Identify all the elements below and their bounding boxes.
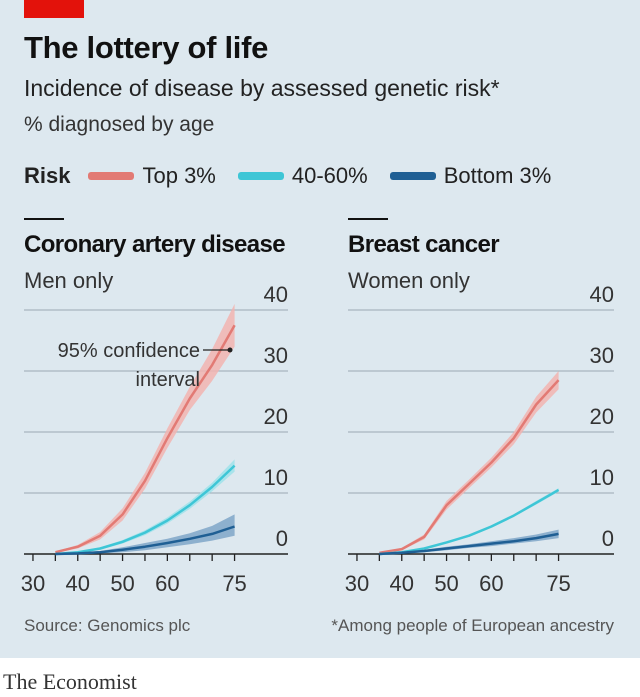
publisher-brand: The Economist [3, 669, 137, 694]
legend-text-bottom: Bottom 3% [443, 163, 552, 188]
series-line [55, 464, 236, 556]
y-tick-label: 10 [264, 465, 288, 490]
legend-swatch-bottom [389, 172, 436, 180]
confidence-band [379, 529, 559, 554]
y-tick-label: 0 [276, 526, 288, 551]
legend-label: Risk [24, 163, 71, 188]
source-note: Source: Genomics plc [24, 616, 191, 635]
panel-subtitle: Men only [24, 268, 113, 293]
legend: Risk Top 3% 40-60% Bottom 3% [24, 160, 573, 192]
legend-swatch-middle [237, 172, 284, 180]
annotation-text: interval [136, 369, 200, 391]
chart-coronary: Coronary artery disease Men only 0 10 20 30 40… [21, 218, 288, 596]
confidence-band [55, 514, 235, 554]
legend-text-top: Top 3% [142, 163, 216, 188]
legend-item-middle: 40-60% [237, 163, 368, 189]
y-tick-label: 30 [264, 343, 288, 368]
chart-unit: % diagnosed by age [24, 113, 215, 136]
legend-item-top: Top 3% [88, 163, 216, 189]
panel-title: Coronary artery disease [24, 231, 285, 258]
x-tick-label: 40 [66, 571, 90, 596]
confidence-band [55, 459, 235, 554]
y-tick-label: 20 [590, 404, 614, 429]
x-tick-label: 40 [390, 571, 414, 596]
chart-subtitle: Incidence of disease by assessed genetic… [24, 75, 500, 101]
x-tick-label: 60 [155, 571, 179, 596]
series-line [379, 532, 559, 556]
x-tick-label: 60 [479, 571, 503, 596]
x-tick-label: 30 [345, 571, 369, 596]
chart-title: The lottery of life [24, 30, 269, 65]
series-line [379, 379, 560, 555]
footnote: *Among people of European ancestry [331, 616, 614, 635]
panel-subtitle: Women only [348, 268, 470, 293]
legend-item-bottom: Bottom 3% [389, 163, 552, 189]
brand-red-tag [24, 0, 84, 18]
annotation-text: 95% confidence [58, 340, 200, 362]
x-tick-label: 75 [222, 571, 246, 596]
annotation-dot [227, 347, 233, 353]
charts-svg: Coronary artery disease Men only 0 10 20 30 40… [21, 218, 614, 596]
y-tick-label: 0 [602, 526, 614, 551]
series-line [55, 324, 236, 554]
x-tick-label: 75 [546, 571, 570, 596]
y-tick-label: 40 [264, 282, 288, 307]
y-tick-label: 10 [590, 465, 614, 490]
x-tick-label: 50 [110, 571, 134, 596]
legend-text-middle: 40-60% [291, 163, 368, 188]
y-tick-label: 30 [590, 343, 614, 368]
y-tick-label: 20 [264, 404, 288, 429]
legend-swatch-top [88, 172, 135, 180]
confidence-band [379, 371, 559, 554]
confidence-band [379, 488, 559, 554]
chart-breast-cancer: Breast cancer Women only 0 10 20 30 40 30 40 50 60… [345, 218, 614, 596]
y-tick-label: 40 [590, 282, 614, 307]
panel-title: Breast cancer [348, 231, 499, 258]
chart-panel [0, 0, 640, 658]
x-tick-label: 50 [434, 571, 458, 596]
series-line [55, 525, 235, 556]
x-tick-label: 30 [21, 571, 45, 596]
